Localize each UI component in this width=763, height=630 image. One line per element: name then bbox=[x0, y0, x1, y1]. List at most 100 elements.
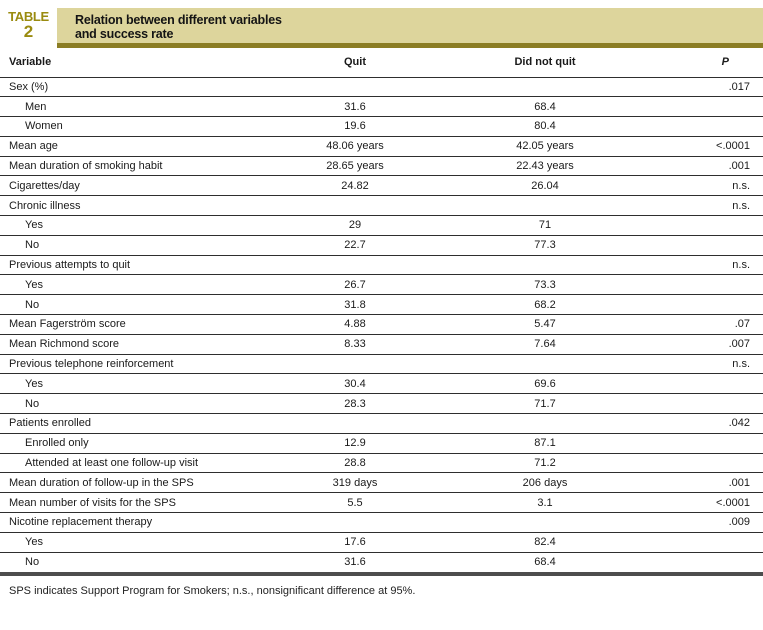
cell-p-value bbox=[610, 96, 763, 118]
cell-quit: 28.8 bbox=[230, 453, 480, 474]
table-footnote: SPS indicates Support Program for Smoker… bbox=[9, 584, 416, 597]
table-row: Previous telephone reinforcement n.s. bbox=[0, 354, 763, 375]
cell-variable: Sex (%) bbox=[0, 77, 230, 98]
table-body: Sex (%) .017 Men 31.6 68.4 Women 19.6 80… bbox=[0, 77, 763, 572]
cell-quit: 24.82 bbox=[230, 175, 480, 197]
table-row: Previous attempts to quit n.s. bbox=[0, 255, 763, 276]
cell-did-not-quit: 68.4 bbox=[480, 96, 610, 118]
cell-variable: Attended at least one follow-up visit bbox=[0, 453, 230, 474]
cell-variable: Mean Richmond score bbox=[0, 334, 230, 355]
cell-p-value bbox=[610, 532, 763, 553]
column-header-variable: Variable bbox=[0, 48, 230, 78]
cell-did-not-quit bbox=[480, 77, 610, 98]
cell-quit: 4.88 bbox=[230, 314, 480, 335]
cell-quit bbox=[230, 195, 480, 217]
cell-quit: 319 days bbox=[230, 472, 480, 494]
table-row: Mean age 48.06 years 42.05 years <.0001 bbox=[0, 136, 763, 157]
cell-did-not-quit: 42.05 years bbox=[480, 136, 610, 157]
table-row: Yes 30.4 69.6 bbox=[0, 373, 763, 395]
table-row: Mean Richmond score 8.33 7.64 .007 bbox=[0, 334, 763, 355]
cell-p-value bbox=[610, 433, 763, 454]
cell-variable: Yes bbox=[0, 274, 230, 296]
table-bottom-rule bbox=[0, 571, 763, 576]
cell-p-value: .009 bbox=[610, 512, 763, 533]
cell-did-not-quit: 71 bbox=[480, 215, 610, 236]
cell-variable: Men bbox=[0, 96, 230, 118]
table-row: Mean duration of follow-up in the SPS 31… bbox=[0, 472, 763, 494]
column-header-p-value: P bbox=[610, 48, 763, 78]
cell-quit: 30.4 bbox=[230, 373, 480, 395]
column-header-did-not-quit: Did not quit bbox=[480, 48, 610, 78]
table-row: No 28.3 71.7 bbox=[0, 393, 763, 415]
cell-did-not-quit: 68.4 bbox=[534, 556, 556, 569]
cell-variable: Mean age bbox=[0, 136, 230, 157]
cell-did-not-quit bbox=[480, 255, 610, 276]
cell-p-value: <.0001 bbox=[610, 136, 763, 157]
table-label: TABLE 2 bbox=[0, 8, 57, 43]
table-row: Mean duration of smoking habit 28.65 yea… bbox=[0, 156, 763, 177]
table-row: Sex (%) .017 bbox=[0, 77, 763, 98]
cell-variable: Mean Fagerström score bbox=[0, 314, 230, 335]
cell-did-not-quit bbox=[480, 512, 610, 533]
cell-did-not-quit: 71.2 bbox=[480, 453, 610, 474]
cell-quit: 26.7 bbox=[230, 274, 480, 296]
table-row: Men 31.6 68.4 bbox=[0, 96, 763, 118]
cell-p-value: n.s. bbox=[610, 195, 763, 217]
cell-variable: No bbox=[0, 294, 230, 316]
cell-p-value: .017 bbox=[610, 77, 763, 98]
cell-quit: 8.33 bbox=[230, 334, 480, 355]
cell-p-value: n.s. bbox=[610, 175, 763, 197]
table-row: Yes 29 71 bbox=[0, 215, 763, 236]
column-header-quit: Quit bbox=[230, 48, 480, 78]
cell-did-not-quit: 80.4 bbox=[480, 116, 610, 137]
cell-variable: Yes bbox=[0, 373, 230, 395]
cell-quit bbox=[230, 255, 480, 276]
cell-did-not-quit: 77.3 bbox=[480, 235, 610, 256]
table-row: No 22.7 77.3 bbox=[0, 235, 763, 256]
cell-p-value bbox=[610, 393, 763, 415]
table-row: Cigarettes/day 24.82 26.04 n.s. bbox=[0, 175, 763, 197]
cell-variable: Enrolled only bbox=[0, 433, 230, 454]
cell-quit: 31.6 bbox=[230, 96, 480, 118]
table-row: Mean Fagerström score 4.88 5.47 .07 bbox=[0, 314, 763, 335]
cell-variable: No bbox=[25, 556, 40, 569]
cell-quit bbox=[230, 354, 480, 375]
table-row: Chronic illness n.s. bbox=[0, 195, 763, 217]
cell-did-not-quit: 87.1 bbox=[480, 433, 610, 454]
column-header-row: Variable Quit Did not quit P bbox=[0, 48, 763, 78]
cell-did-not-quit bbox=[480, 354, 610, 375]
cell-did-not-quit bbox=[480, 195, 610, 217]
cell-p-value bbox=[610, 274, 763, 296]
cell-p-value: n.s. bbox=[610, 354, 763, 375]
table-row: Yes 17.6 82.4 bbox=[0, 532, 763, 553]
table-title-box: Relation between different variables and… bbox=[57, 8, 763, 43]
cell-p-value bbox=[610, 116, 763, 137]
cell-did-not-quit: 82.4 bbox=[480, 532, 610, 553]
table-row: Attended at least one follow-up visit 28… bbox=[0, 453, 763, 474]
cell-quit: 29 bbox=[230, 215, 480, 236]
cell-p-value bbox=[610, 294, 763, 316]
table-title-line-2: and success rate bbox=[75, 27, 174, 41]
cell-p-value: .07 bbox=[610, 314, 763, 335]
cell-variable: Nicotine replacement therapy bbox=[0, 512, 230, 533]
header-divider-rule bbox=[57, 43, 763, 48]
table-row: Patients enrolled .042 bbox=[0, 413, 763, 434]
cell-quit: 17.6 bbox=[230, 532, 480, 553]
cell-did-not-quit: 69.6 bbox=[480, 373, 610, 395]
table-row: Women 19.6 80.4 bbox=[0, 116, 763, 137]
table-row: Yes 26.7 73.3 bbox=[0, 274, 763, 296]
cell-variable: No bbox=[0, 393, 230, 415]
cell-did-not-quit: 22.43 years bbox=[480, 156, 610, 177]
cell-p-value bbox=[610, 215, 763, 236]
cell-p-value: .007 bbox=[610, 334, 763, 355]
cell-p-value bbox=[610, 552, 763, 572]
cell-quit: 31.6 bbox=[344, 556, 366, 569]
table-row: Mean number of visits for the SPS 5.5 3.… bbox=[0, 492, 763, 514]
table-label-number: 2 bbox=[23, 22, 34, 41]
cell-did-not-quit: 206 days bbox=[480, 472, 610, 494]
table-header-band: TABLE 2 Relation between different varia… bbox=[0, 8, 763, 43]
cell-quit: 19.6 bbox=[230, 116, 480, 137]
cell-quit: 28.3 bbox=[230, 393, 480, 415]
cell-quit bbox=[230, 413, 480, 434]
